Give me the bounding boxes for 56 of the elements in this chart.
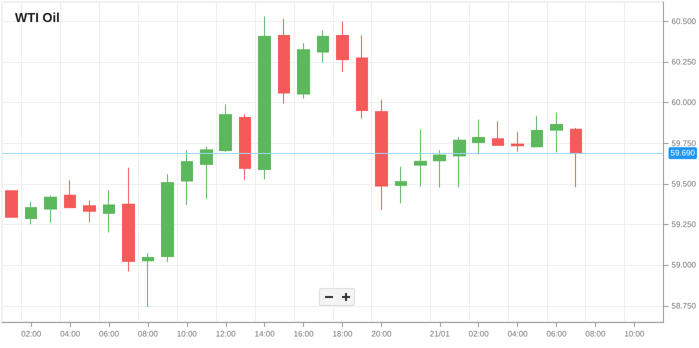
candlestick (122, 167, 135, 272)
candlestick (181, 150, 193, 206)
candlestick (550, 112, 563, 153)
y-tick-label: 58.750 (672, 301, 697, 310)
candlestick (375, 99, 388, 210)
candlestick (336, 20, 349, 73)
x-tick-label: 02:00 (21, 330, 42, 338)
x-tick-label: 08:00 (585, 330, 606, 338)
x-tick-label: 06:00 (98, 330, 120, 338)
x-tick-label: 10:00 (176, 330, 198, 338)
y-tick-label: 59.500 (672, 179, 697, 188)
y-tick-label: 60.500 (672, 16, 697, 26)
candlestick (511, 132, 524, 152)
x-tick-label: 20:00 (371, 330, 392, 338)
candlestick (472, 119, 485, 156)
x-tick-label: 16:00 (294, 330, 314, 338)
candlestick (297, 42, 310, 100)
candlestick (414, 129, 427, 188)
candlestick (161, 174, 174, 263)
y-tick-label: 59.250 (672, 220, 697, 230)
candlestick (570, 127, 582, 188)
y-tick-label: 59.000 (672, 260, 697, 270)
x-tick-label: 10:00 (624, 330, 645, 338)
x-tick-label: 08:00 (138, 330, 158, 338)
candlestick (5, 190, 18, 218)
candlestick (103, 189, 115, 233)
candlestick (492, 120, 504, 146)
x-tick-label: 04:00 (60, 330, 81, 338)
candlestick (200, 146, 213, 200)
candlestick (258, 16, 271, 180)
x-tick-label: 06:00 (546, 330, 568, 338)
candlestick (83, 200, 96, 223)
y-tick-label: 60.000 (672, 98, 697, 108)
candlestick (356, 34, 368, 120)
x-tick-label: 04:00 (508, 330, 528, 338)
candlestick (395, 166, 407, 204)
candlestick (142, 252, 154, 308)
candlestick (25, 201, 37, 225)
candlestick (317, 30, 329, 63)
x-tick-label: 14:00 (254, 330, 276, 338)
y-tick-label: 59.750 (672, 138, 697, 148)
x-tick-label: 18:00 (332, 330, 354, 338)
ref-line-label: 59.690 (670, 148, 696, 158)
candlestick (44, 195, 57, 224)
candlestick (64, 180, 76, 208)
text: WTI Oil (15, 10, 60, 25)
x-tick-label: 02:00 (468, 330, 490, 338)
candlestick (219, 104, 232, 152)
y-tick-label: 60.250 (672, 58, 697, 67)
x-tick-label: 12:00 (216, 330, 236, 338)
candlestick (278, 18, 290, 104)
x-tick-label: 21/01 (430, 330, 450, 338)
candlestick (531, 115, 543, 148)
candlestick (453, 136, 466, 188)
candlestick (239, 114, 251, 181)
candlestick (433, 150, 446, 188)
